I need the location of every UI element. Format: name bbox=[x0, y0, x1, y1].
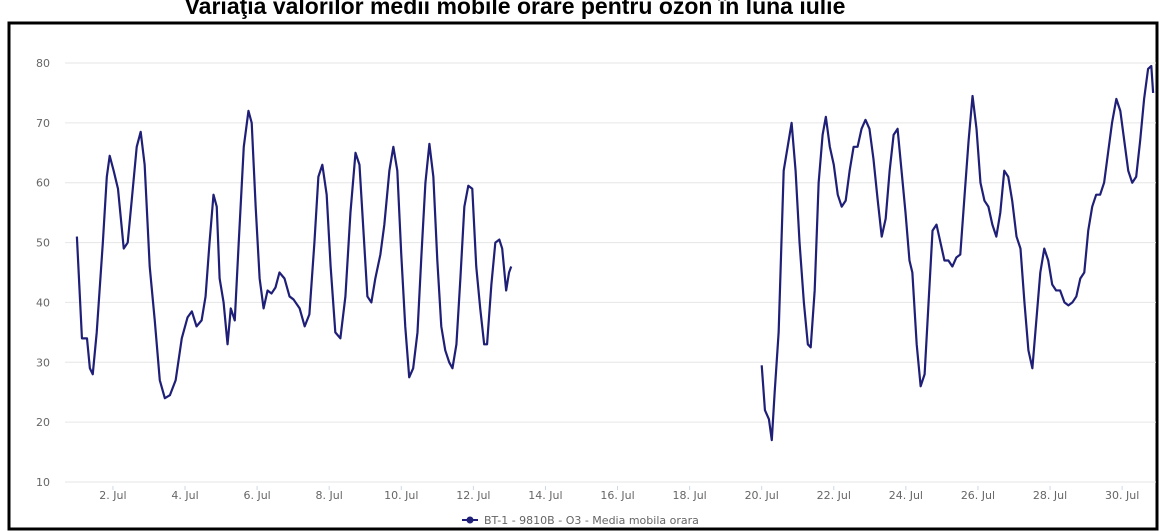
y-tick-label: 60 bbox=[36, 177, 50, 190]
x-tick-label: 12. Jul bbox=[456, 489, 490, 502]
x-tick-label: 10. Jul bbox=[384, 489, 418, 502]
y-tick-label: 30 bbox=[36, 356, 50, 369]
plot-area bbox=[75, 64, 1155, 442]
chart-title: Variaţia valorilor medii mobile orare pe… bbox=[185, 0, 846, 19]
x-tick-label: 22. Jul bbox=[817, 489, 851, 502]
x-tick-label: 16. Jul bbox=[600, 489, 634, 502]
x-tick-label: 28. Jul bbox=[1033, 489, 1067, 502]
x-tick-label: 14. Jul bbox=[528, 489, 562, 502]
y-tick-label: 80 bbox=[36, 57, 50, 70]
x-tick-label: 20. Jul bbox=[745, 489, 779, 502]
x-tick-label: 18. Jul bbox=[672, 489, 706, 502]
data-line bbox=[75, 64, 1155, 442]
x-tick-label: 30. Jul bbox=[1105, 489, 1139, 502]
x-tick-label: 4. Jul bbox=[171, 489, 198, 502]
y-tick-label: 50 bbox=[36, 237, 50, 250]
legend: BT-1 - 9810B - O3 - Media mobila orara bbox=[462, 514, 699, 527]
x-tick-label: 26. Jul bbox=[961, 489, 995, 502]
y-tick-label: 20 bbox=[36, 416, 50, 429]
y-tick-label: 10 bbox=[36, 476, 50, 489]
x-tick-label: 6. Jul bbox=[243, 489, 270, 502]
x-tick-label: 2. Jul bbox=[99, 489, 126, 502]
legend-label: BT-1 - 9810B - O3 - Media mobila orara bbox=[484, 514, 699, 527]
y-tick-label: 40 bbox=[36, 296, 50, 309]
y-tick-label: 70 bbox=[36, 117, 50, 130]
x-tick-label: 24. Jul bbox=[889, 489, 923, 502]
legend-marker bbox=[466, 516, 474, 524]
frame bbox=[7, 21, 1159, 531]
x-tick-label: 8. Jul bbox=[316, 489, 343, 502]
